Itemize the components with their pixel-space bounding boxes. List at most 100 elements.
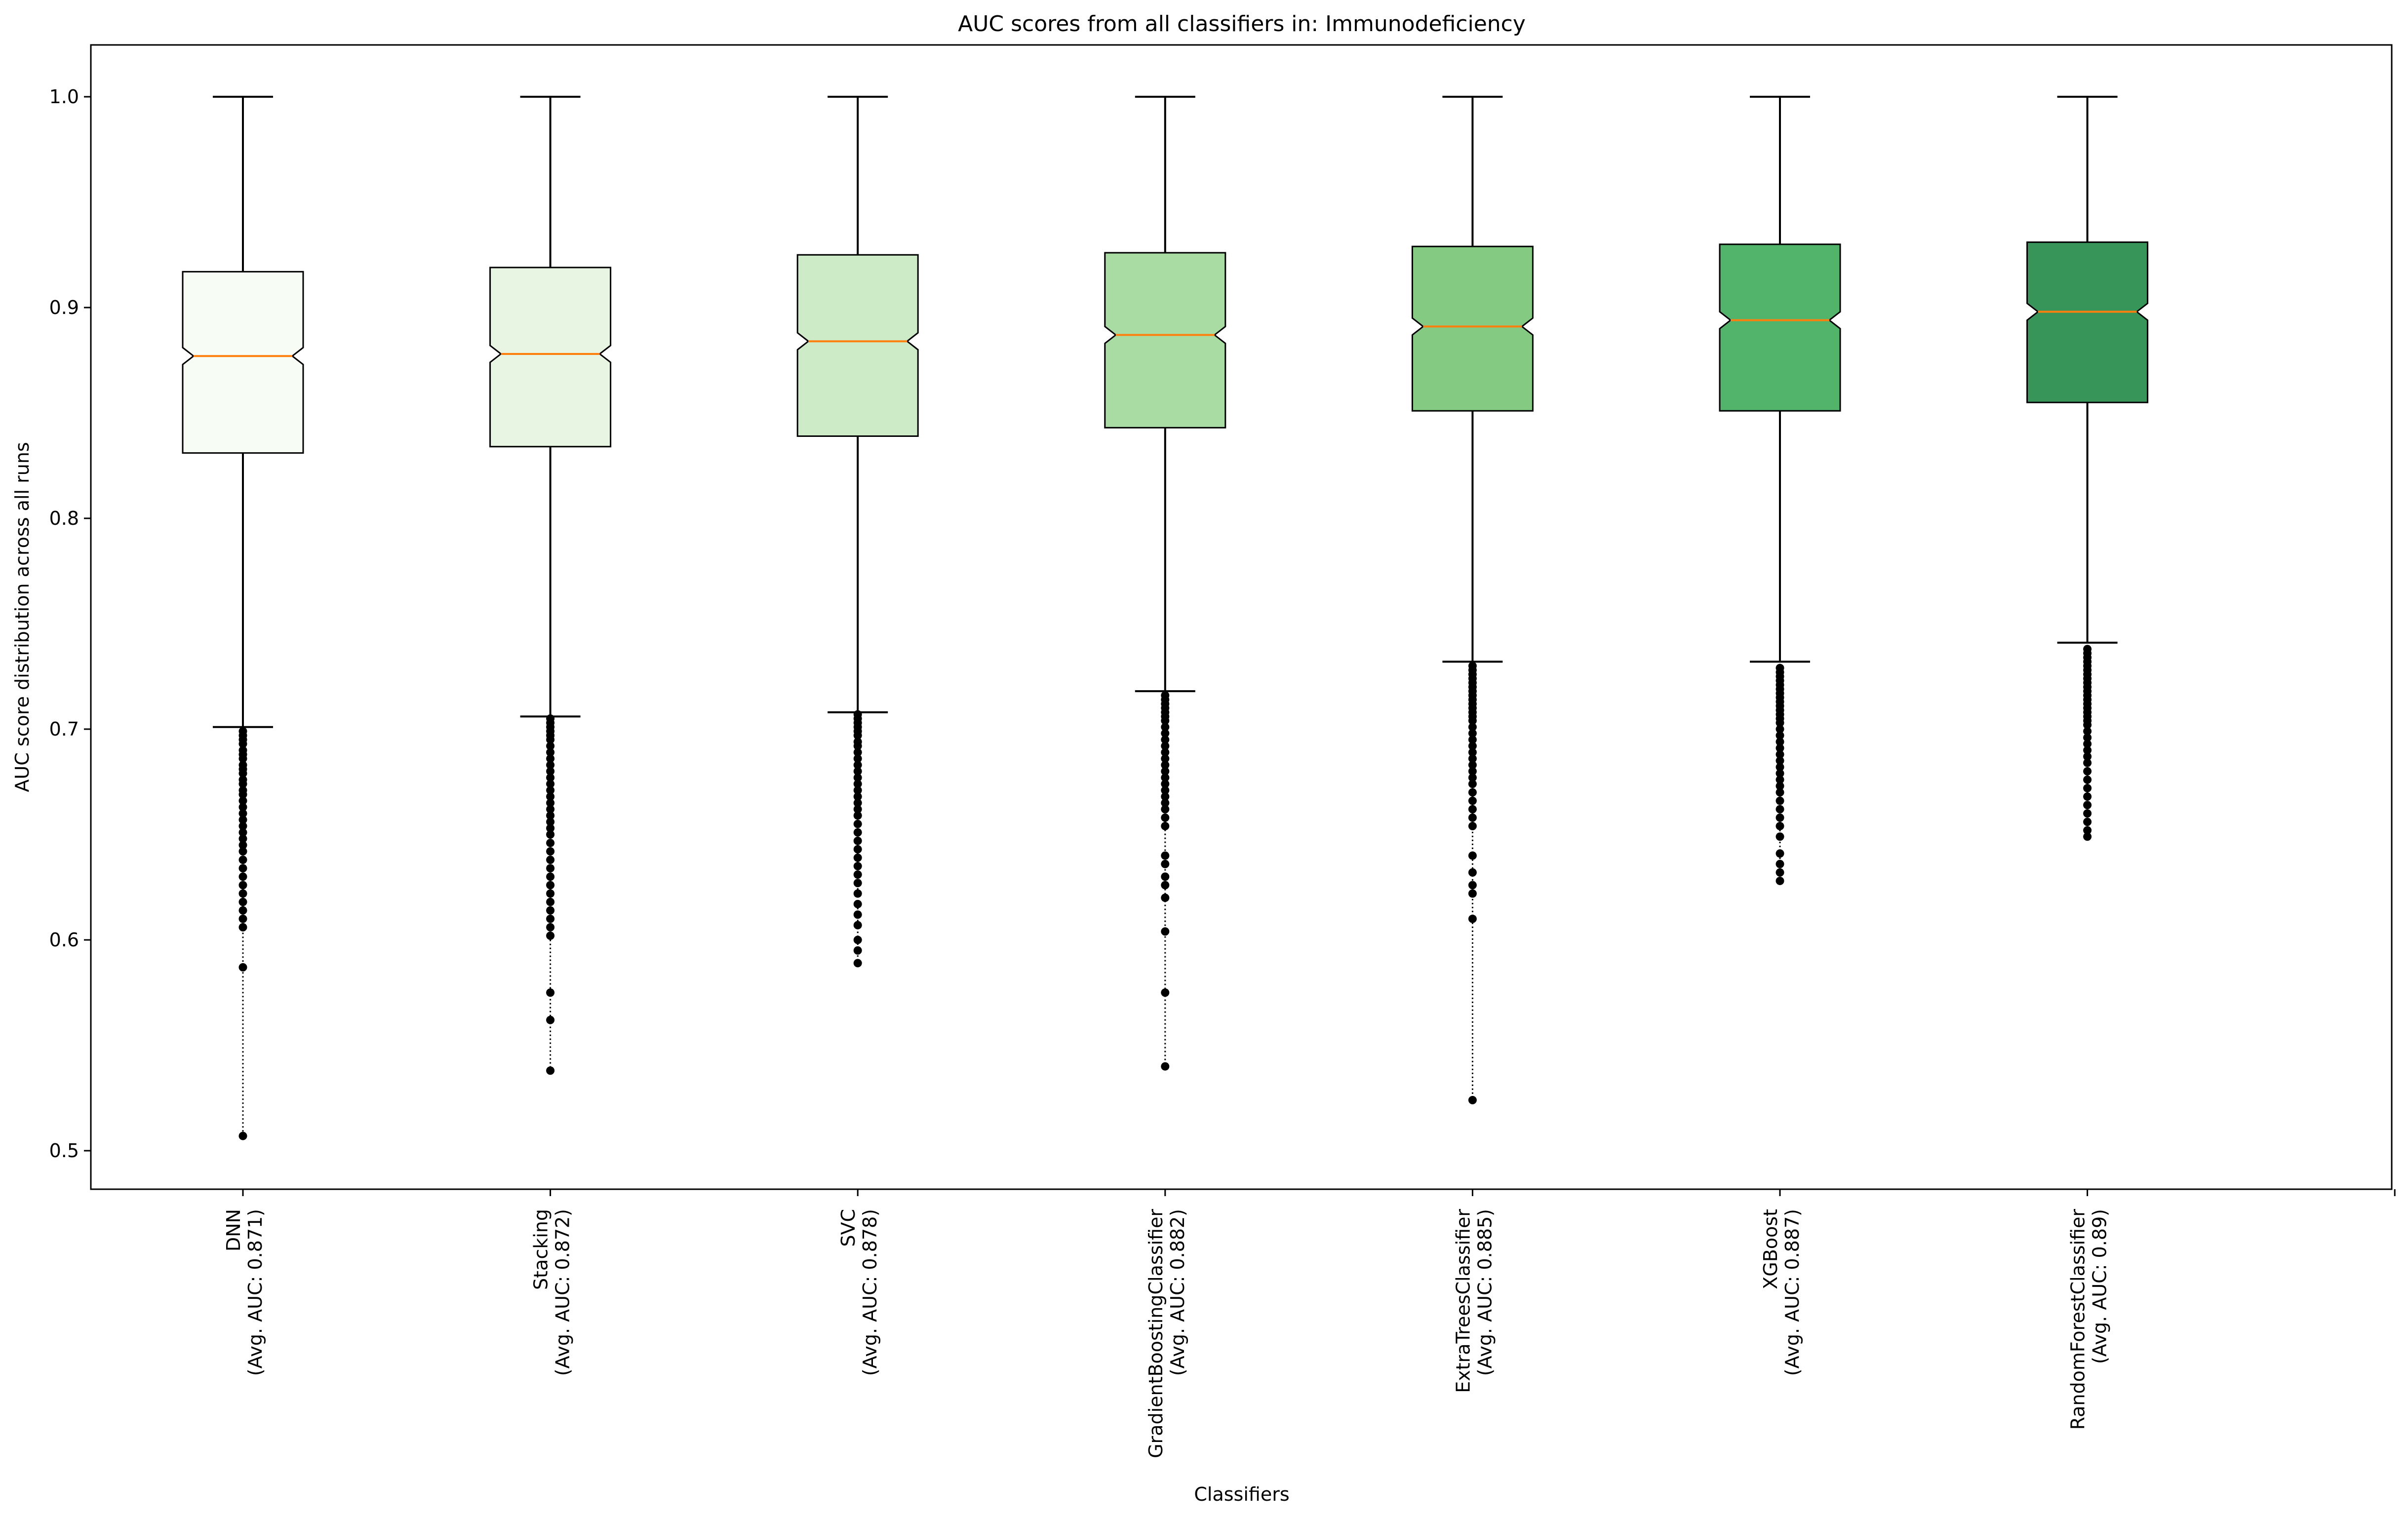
outlier-point <box>238 923 247 932</box>
outlier-point <box>1468 754 1477 763</box>
y-tick-label: 0.7 <box>49 718 79 740</box>
outlier-point <box>1468 821 1477 830</box>
outlier-point <box>1161 988 1170 997</box>
outlier-point <box>238 803 247 812</box>
outlier-point <box>2083 809 2092 818</box>
outlier-point <box>1776 763 1784 772</box>
outlier-point <box>2083 746 2092 755</box>
outlier-point <box>2083 826 2092 835</box>
outlier-point <box>2083 775 2092 784</box>
y-tick-label: 0.9 <box>49 297 79 318</box>
outlier-point <box>1776 781 1784 790</box>
outlier-point <box>1468 761 1477 770</box>
classifier-avg-auc: (Avg. AUC: 0.872) <box>552 1209 574 1376</box>
outlier-point <box>2083 758 2092 767</box>
outlier-point <box>853 899 862 908</box>
outlier-point <box>546 881 555 890</box>
outlier-point <box>546 988 555 997</box>
outlier-point <box>1468 729 1477 738</box>
outlier-point <box>1776 718 1784 727</box>
outlier-point <box>1161 1062 1170 1071</box>
outlier-point <box>238 828 247 837</box>
box-group <box>182 96 304 1140</box>
outlier-point <box>238 841 247 850</box>
notched-box <box>2026 241 2149 403</box>
outlier-point <box>238 914 247 923</box>
outlier-point <box>853 921 862 930</box>
outlier-point <box>2083 727 2092 736</box>
outlier-point <box>853 748 862 757</box>
outlier-point <box>1468 767 1477 776</box>
outlier-point <box>1468 723 1477 732</box>
outlier-point <box>1161 851 1170 860</box>
outlier-point <box>238 881 247 890</box>
outlier-point <box>1468 914 1477 923</box>
outlier-point <box>1161 741 1170 750</box>
outlier-point <box>1161 872 1170 881</box>
outlier-point <box>546 839 555 848</box>
outlier-point <box>238 864 247 873</box>
outlier-point <box>1161 821 1170 830</box>
outlier-point <box>1161 779 1170 788</box>
outlier-point <box>1776 788 1784 797</box>
outlier-point <box>853 779 862 788</box>
outlier-point <box>1161 748 1170 757</box>
outlier-point <box>1776 756 1784 765</box>
outlier-point <box>1776 731 1784 740</box>
outlier-point <box>2083 801 2092 810</box>
x-axis-label: Classifiers <box>1194 1483 1289 1505</box>
classifier-name: RandomForestClassifier <box>2067 1209 2089 1430</box>
outlier-point <box>1161 716 1170 725</box>
outlier-point <box>1468 1096 1477 1105</box>
outlier-point <box>1161 805 1170 814</box>
outlier-point <box>546 741 555 750</box>
outlier-point <box>853 828 862 837</box>
outlier-point <box>546 864 555 873</box>
outlier-point <box>1468 741 1477 750</box>
outlier-point <box>546 779 555 788</box>
outlier-point <box>853 767 862 776</box>
outlier-point <box>546 817 555 826</box>
outlier-point <box>853 935 862 944</box>
notched-box <box>1104 252 1226 428</box>
outlier-point <box>1776 725 1784 734</box>
outlier-point <box>1468 813 1477 822</box>
chart-title: AUC scores from all classifiers in: Immu… <box>958 11 1526 37</box>
outlier-point <box>853 792 862 801</box>
outlier-point <box>1468 735 1477 744</box>
x-tick-label: RandomForestClassifier(Avg. AUC: 0.89) <box>2067 1209 2111 1430</box>
axes-frame <box>90 44 2393 1190</box>
outlier-point <box>2083 784 2092 793</box>
outlier-point <box>1776 775 1784 784</box>
outlier-point <box>238 754 247 763</box>
classifier-avg-auc: (Avg. AUC: 0.885) <box>1474 1209 1496 1376</box>
box-group <box>1719 96 1841 885</box>
outlier-point <box>853 879 862 888</box>
outlier-point <box>546 923 555 932</box>
classifier-avg-auc: (Avg. AUC: 0.887) <box>1781 1209 1803 1376</box>
x-tick-label: DNN(Avg. AUC: 0.871) <box>223 1209 266 1376</box>
box-group <box>489 96 612 1075</box>
y-tick-label: 0.5 <box>49 1140 79 1162</box>
outlier-point <box>238 856 247 864</box>
outlier-point <box>1776 859 1784 868</box>
outlier-point <box>853 798 862 807</box>
notched-box <box>182 271 304 454</box>
outlier-point <box>238 889 247 898</box>
outlier-point <box>1161 894 1170 902</box>
classifier-name: SVC <box>837 1209 859 1247</box>
notched-box <box>796 254 919 437</box>
y-tick-label: 0.8 <box>49 507 79 529</box>
outlier-point <box>2083 817 2092 826</box>
y-axis: 0.5 0.6 0.7 0.8 0.9 1.0 <box>49 86 91 1162</box>
outlier-point <box>1776 796 1784 805</box>
box-group <box>1104 96 1226 1071</box>
outlier-point <box>853 959 862 968</box>
outlier-point <box>546 830 555 839</box>
outlier-point <box>238 897 247 906</box>
outlier-point <box>1161 881 1170 890</box>
outlier-point <box>1161 723 1170 732</box>
outlier-point <box>2083 792 2092 801</box>
outlier-point <box>1161 729 1170 738</box>
outlier-point <box>546 748 555 757</box>
